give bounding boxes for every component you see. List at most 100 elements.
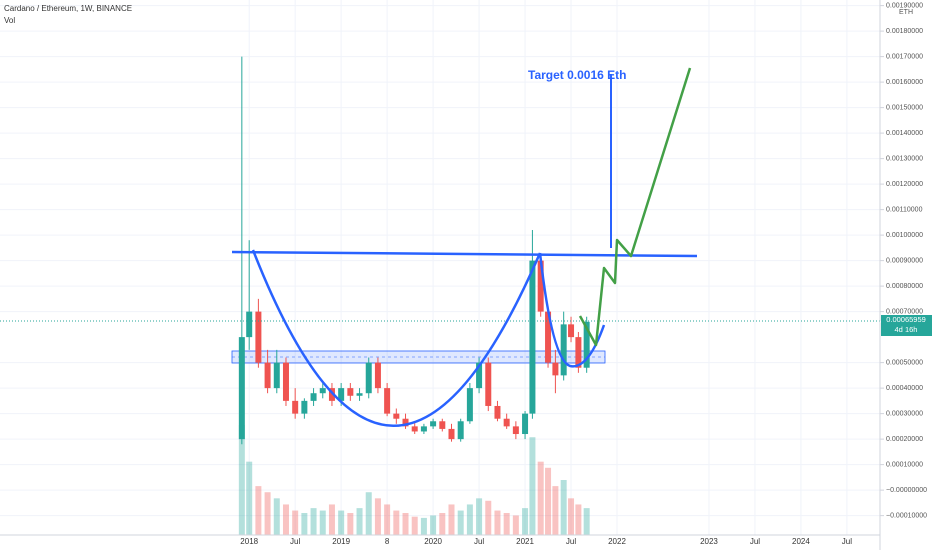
volume-bar (529, 437, 536, 535)
grid (0, 0, 880, 535)
y-tick-label: 0.00050000 (886, 359, 923, 366)
volume-bar (466, 504, 473, 535)
y-tick-label: 0.00010000 (886, 461, 923, 468)
candle-body (338, 388, 345, 401)
volume-bar (503, 513, 510, 535)
x-tick-label: 2022 (608, 537, 626, 546)
volume-bar (420, 517, 427, 535)
candle-body (319, 388, 326, 394)
candle-body (503, 418, 510, 427)
y-tick-label: 0.00190000 (886, 2, 923, 9)
volume-bar (347, 513, 354, 535)
candle-body (522, 413, 529, 435)
candle-body (430, 421, 437, 427)
y-tick-label: 0.00030000 (886, 410, 923, 417)
volume-bar (537, 461, 544, 535)
volume-bar (365, 492, 372, 535)
candle-body (457, 421, 464, 440)
price-axis-panel (880, 0, 932, 550)
volume-bar (568, 498, 575, 535)
volume-bar (273, 498, 280, 535)
candle-body (393, 413, 400, 419)
x-tick-label: 2021 (516, 537, 534, 546)
volume-bar (356, 508, 363, 535)
x-tick-label: 2019 (332, 537, 350, 546)
x-tick-label: Jul (750, 537, 760, 546)
y-tick-label: 0.00140000 (886, 130, 923, 137)
candle-body (365, 362, 372, 394)
candle-body (374, 362, 381, 389)
volume-layer (238, 425, 590, 535)
volume-bar (282, 504, 289, 535)
candle-body (310, 393, 317, 401)
x-tick-label: 2018 (240, 537, 258, 546)
y-tick-label: 0.00020000 (886, 436, 923, 443)
candle-body (512, 426, 519, 435)
candle-body (328, 388, 335, 401)
last-price-label: 0.00065959 (886, 315, 926, 324)
y-tick-label: −0.00000000 (886, 487, 927, 494)
volume-bar (485, 500, 492, 535)
y-tick-label: 0.00090000 (886, 257, 923, 264)
volume-bar (545, 467, 552, 535)
volume-bar (328, 504, 335, 535)
candle-body (537, 260, 544, 312)
candle-body (583, 321, 590, 368)
candle-body (545, 311, 552, 363)
volume-bar (552, 486, 559, 535)
axis-unit: ETH (899, 9, 913, 16)
volume-bar (448, 504, 455, 535)
volume-bar (522, 508, 529, 535)
projection-path (578, 67, 692, 347)
volume-bar (411, 516, 418, 535)
x-tick-label: 2024 (792, 537, 810, 546)
chart-title: Cardano / Ethereum, 1W, BINANCE (4, 4, 132, 13)
y-tick-label: 0.00150000 (886, 104, 923, 111)
candle-body (301, 400, 308, 414)
volume-bar (310, 508, 317, 535)
volume-bar (319, 510, 326, 535)
candle-body (448, 428, 455, 440)
x-tick-label: 2023 (700, 537, 718, 546)
x-tick-label: 2020 (424, 537, 442, 546)
volume-bar (393, 510, 400, 535)
volume-bar (457, 510, 464, 535)
y-tick-label: 0.00040000 (886, 385, 923, 392)
axes: 0.00190000 0.00180000 0.00170000 0.00160000… (240, 2, 927, 546)
y-tick-label: 0.00100000 (886, 232, 923, 239)
x-tick-label: Jul (842, 537, 852, 546)
volume-bar (338, 510, 345, 535)
volume-bar (238, 425, 245, 535)
candle-body (485, 362, 492, 406)
candle-body (411, 426, 418, 432)
volume-bar (583, 508, 590, 535)
y-tick-label: 0.00170000 (886, 53, 923, 60)
volume-bar (476, 498, 483, 535)
y-tick-label: 0.00130000 (886, 155, 923, 162)
last-price-badge (881, 315, 932, 336)
y-tick-label: 0.00180000 (886, 28, 923, 35)
x-tick-label: Jul (290, 537, 300, 546)
volume-bar (292, 510, 299, 535)
cup-curve (251, 249, 542, 427)
candle-body (238, 337, 245, 440)
volume-bar (512, 515, 519, 535)
volume-bar (430, 515, 437, 535)
candle-body (264, 362, 271, 389)
y-tick-label: 0.00070000 (886, 308, 923, 315)
candle-body (529, 260, 536, 414)
volume-bar (575, 504, 582, 535)
candle-body (246, 311, 253, 338)
x-tick-label: Jul (566, 537, 576, 546)
candle-body (494, 405, 501, 419)
volume-bar (384, 504, 391, 535)
candle-body (552, 362, 559, 376)
y-tick-label: 0.00110000 (886, 206, 923, 213)
handle-curve (538, 252, 606, 368)
countdown: 4d 16h (895, 325, 918, 334)
candle-body (347, 388, 354, 396)
volume-bar (494, 510, 501, 535)
candle-body (575, 337, 582, 368)
y-tick-label: 0.00080000 (886, 283, 923, 290)
